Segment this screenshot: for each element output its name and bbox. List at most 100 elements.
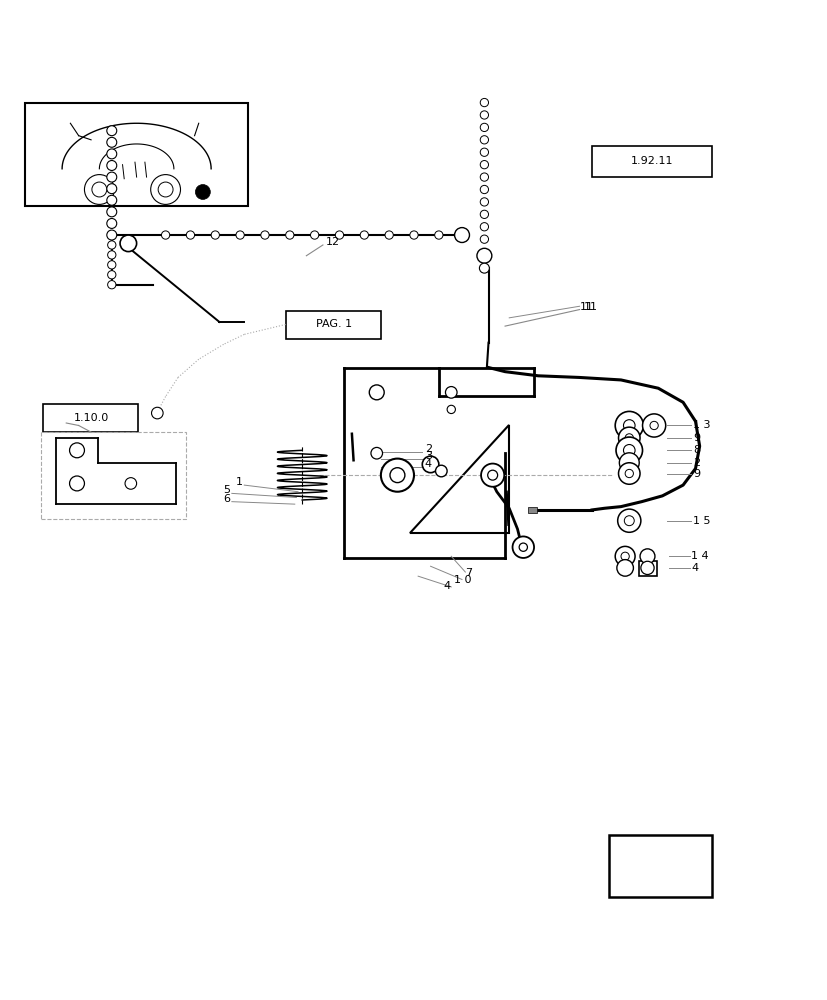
Circle shape (435, 465, 447, 477)
Circle shape (409, 231, 418, 239)
Circle shape (390, 468, 404, 483)
Circle shape (107, 149, 117, 159)
Circle shape (480, 98, 488, 107)
Circle shape (186, 231, 194, 239)
Text: 1 3: 1 3 (692, 420, 710, 430)
Circle shape (480, 111, 488, 119)
Circle shape (479, 263, 489, 273)
Text: 2: 2 (692, 458, 700, 468)
Text: 7: 7 (465, 568, 472, 578)
Circle shape (487, 470, 497, 480)
Text: PAG. 1: PAG. 1 (315, 319, 351, 329)
Text: 1 4: 1 4 (691, 551, 708, 561)
Circle shape (161, 231, 170, 239)
Circle shape (107, 184, 117, 194)
Bar (25, 103, 248, 206)
Text: 9: 9 (692, 469, 700, 479)
Text: 1 0: 1 0 (453, 575, 471, 585)
Text: 1.10.0: 1.10.0 (74, 413, 108, 423)
Circle shape (108, 241, 116, 249)
Text: 11: 11 (583, 302, 597, 312)
Circle shape (480, 123, 488, 132)
Text: 2: 2 (424, 444, 432, 454)
Circle shape (617, 509, 640, 532)
Bar (43, 404, 138, 432)
Circle shape (454, 228, 469, 242)
Circle shape (151, 175, 180, 204)
Circle shape (445, 387, 457, 398)
Circle shape (480, 464, 504, 487)
Circle shape (642, 414, 665, 437)
Circle shape (639, 549, 654, 564)
Circle shape (370, 447, 382, 459)
Circle shape (480, 223, 488, 231)
Circle shape (360, 231, 368, 239)
Circle shape (480, 198, 488, 206)
Circle shape (476, 248, 491, 263)
Circle shape (519, 543, 527, 551)
Circle shape (618, 463, 639, 484)
Circle shape (616, 560, 633, 576)
Circle shape (69, 443, 84, 458)
Circle shape (108, 281, 116, 289)
Circle shape (618, 427, 639, 449)
Circle shape (614, 411, 643, 440)
Circle shape (623, 445, 634, 456)
Circle shape (236, 231, 244, 239)
Circle shape (434, 231, 442, 239)
Bar (41, 432, 186, 519)
Circle shape (195, 185, 210, 199)
Circle shape (107, 230, 117, 240)
Circle shape (623, 420, 634, 431)
Text: 11: 11 (579, 302, 593, 312)
Circle shape (107, 195, 117, 205)
Circle shape (310, 231, 318, 239)
Circle shape (619, 453, 638, 473)
Text: 6: 6 (223, 494, 230, 504)
Text: 1.92.11: 1.92.11 (630, 156, 673, 166)
Text: 4: 4 (442, 581, 450, 591)
Circle shape (447, 405, 455, 414)
Circle shape (107, 137, 117, 147)
Circle shape (480, 173, 488, 181)
Circle shape (335, 231, 343, 239)
Circle shape (380, 459, 414, 492)
Circle shape (107, 126, 117, 136)
Text: 4: 4 (691, 563, 698, 573)
Circle shape (649, 421, 657, 430)
Circle shape (151, 407, 163, 419)
Text: 12: 12 (325, 237, 339, 247)
Bar (638, 561, 657, 576)
Circle shape (84, 175, 114, 204)
Circle shape (422, 456, 438, 473)
Text: 3: 3 (424, 451, 431, 461)
Text: 8: 8 (692, 445, 700, 455)
Text: 9: 9 (692, 433, 700, 443)
Circle shape (480, 136, 488, 144)
Circle shape (480, 161, 488, 169)
Circle shape (480, 235, 488, 243)
Bar (528, 507, 536, 513)
Circle shape (480, 185, 488, 194)
Circle shape (624, 516, 633, 526)
Circle shape (158, 182, 173, 197)
Circle shape (614, 546, 634, 566)
Circle shape (108, 271, 116, 279)
Bar (591, 146, 711, 177)
Circle shape (120, 235, 136, 252)
Text: 5: 5 (223, 485, 230, 495)
Circle shape (615, 437, 642, 464)
Circle shape (480, 210, 488, 218)
Bar (608, 835, 711, 897)
Circle shape (107, 172, 117, 182)
Circle shape (108, 251, 116, 259)
Text: 1 5: 1 5 (692, 516, 710, 526)
Circle shape (285, 231, 294, 239)
Circle shape (624, 469, 633, 478)
Text: 1: 1 (236, 477, 242, 487)
Circle shape (107, 161, 117, 170)
Circle shape (480, 148, 488, 156)
Circle shape (385, 231, 393, 239)
Circle shape (107, 218, 117, 228)
Circle shape (69, 476, 84, 491)
